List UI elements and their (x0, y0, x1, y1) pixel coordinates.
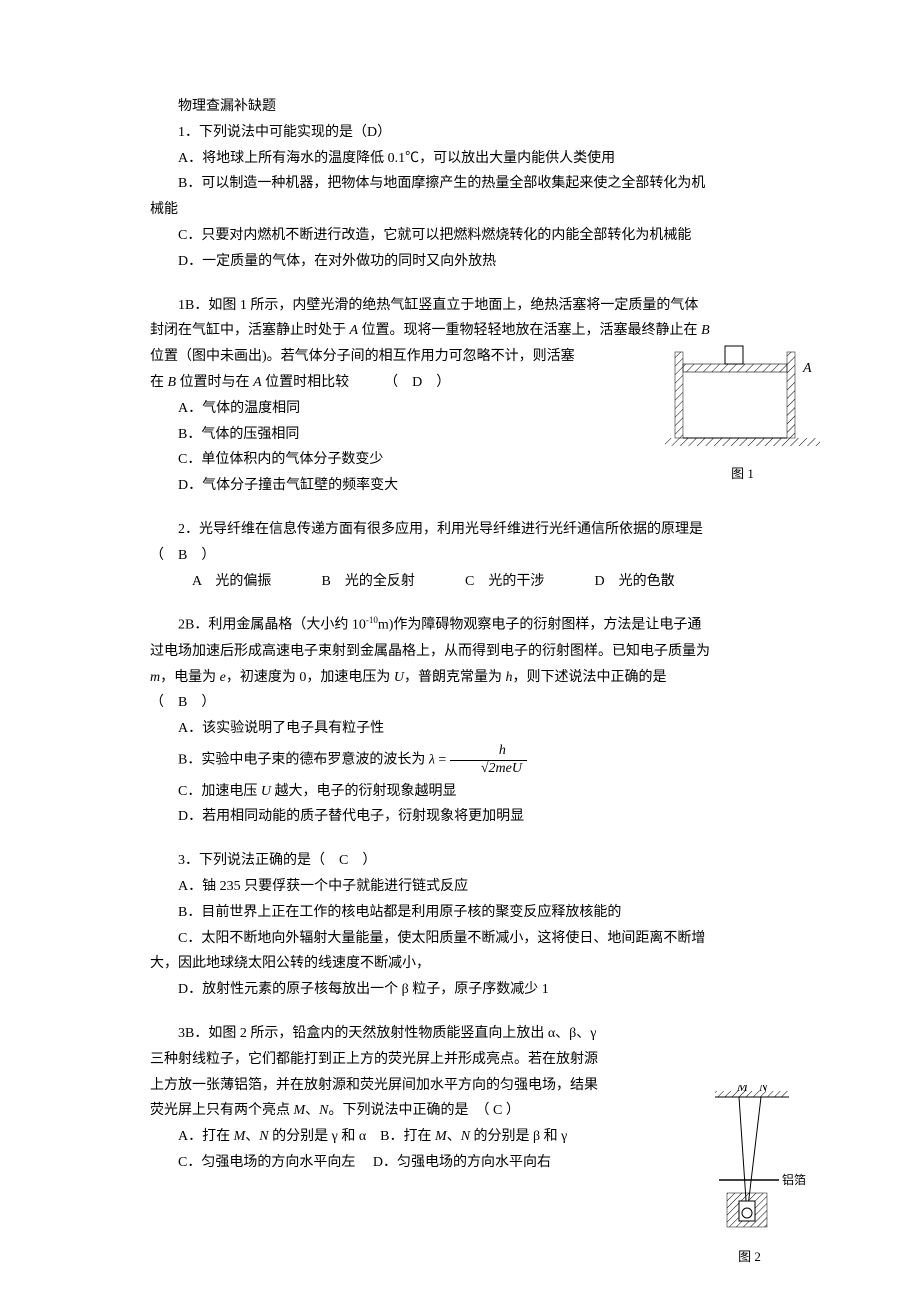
q2b-opt-a: A．该实验说明了电子具有粒子性 (150, 717, 810, 741)
figure-2-foil-label: 铝箔 (782, 1172, 806, 1187)
q3-stem: 3．下列说法正确的是（ C ） (150, 849, 810, 873)
figure-2-label-n: N (758, 1085, 769, 1094)
q3-opt-c-line1: C．太阳不断地向外辐射大量能量，使太阳质量不断减小，这将使日、地间距离不断增 (150, 927, 810, 951)
q2-opt-d: D 光的色散 (595, 570, 721, 594)
q1-opt-c: C．只要对内燃机不断进行改造，它就可以把燃料燃烧转化的内能全部转化为机械能 (150, 224, 810, 248)
q2b-line2: 过电场加速后形成高速电子束射到金属晶格上，从而得到电子的衍射图样。已知电子质量为 (150, 640, 810, 664)
figure-2-caption: 图 2 (687, 1246, 812, 1268)
q1-opt-a: A．将地球上所有海水的温度降低 0.1℃，可以放出大量内能供人类使用 (150, 147, 810, 171)
q2-opt-b: B 光的全反射 (322, 570, 462, 594)
q2b-line4: （ B ） (150, 691, 810, 715)
q3-opt-b: B．目前世界上正在工作的核电站都是利用原子核的聚变反应释放核能的 (150, 901, 810, 925)
q3-opt-c-line2: 大，因此地球绕太阳公转的线速度不断减小， (150, 952, 810, 976)
q2b-line1: 2B．利用金属晶格（大小约 10-10m)作为障碍物观察电子的衍射图样，方法是让… (150, 613, 810, 637)
q2b-opt-c: C．加速电压 U 越大，电子的衍射现象越明显 (150, 780, 810, 804)
q1-opt-b-line2: 械能 (150, 198, 810, 222)
q3b-line2: 三种射线粒子，它们都能打到正上方的荧光屏上并形成亮点。若在放射源 (150, 1048, 810, 1072)
q1-opt-d: D．一定质量的气体，在对外做功的同时又向外放热 (150, 250, 810, 274)
q2-line1: 2．光导纤维在信息传递方面有很多应用，利用光导纤维进行光纤通信所依据的原理是 (150, 518, 810, 542)
figure-1-label-a: A (802, 361, 812, 376)
q3-opt-d: D．放射性元素的原子核每放出一个 β 粒子，原子序数减少 1 (150, 978, 810, 1002)
q1-stem: 1．下列说法中可能实现的是（D） (150, 121, 810, 145)
figure-1-caption: 图 1 (665, 463, 820, 485)
q2b-opt-d: D．若用相同动能的质子替代电子，衍射现象将更加明显 (150, 805, 810, 829)
q2b-opt-b: B．实验中电子束的德布罗意波的波长为 λ = h√2meU (150, 743, 810, 778)
q1b-line2: 封闭在气缸中，活塞静止时处于 A 位置。现将一重物轻轻地放在活塞上，活塞最终静止… (150, 319, 810, 343)
figure-2-svg: M N 铝箔 (687, 1085, 812, 1235)
q2-opt-a: A 光的偏振 (192, 570, 318, 594)
q2-opt-c: C 光的干涉 (465, 570, 591, 594)
figure-2-label-m: M (736, 1085, 749, 1094)
q1b-line1: 1B．如图 1 所示，内壁光滑的绝热气缸竖直立于地面上，绝热活塞将一定质量的气体 (150, 294, 810, 318)
figure-2: M N 铝箔 图 2 (687, 1085, 812, 1268)
q3b-line1: 3B．如图 2 所示，铅盒内的天然放射性物质能竖直向上放出 α、β、γ (150, 1022, 810, 1046)
figure-1: A 图 1 (665, 342, 820, 485)
q3-opt-a: A．铀 235 只要俘获一个中子就能进行链式反应 (150, 875, 810, 899)
q2b-line3: m，电量为 e，初速度为 0，加速电压为 U，普朗克常量为 h，则下述说法中正确… (150, 666, 810, 690)
page-title: 物理查漏补缺题 (150, 95, 810, 119)
q1-opt-b-line1: B．可以制造一种机器，把物体与地面摩擦产生的热量全部收集起来使之全部转化为机 (150, 172, 810, 196)
q2-line2: （ B ） (150, 544, 810, 568)
figure-1-svg: A (665, 342, 820, 452)
q2-options-row: A 光的偏振 B 光的全反射 C 光的干涉 D 光的色散 (150, 570, 810, 594)
